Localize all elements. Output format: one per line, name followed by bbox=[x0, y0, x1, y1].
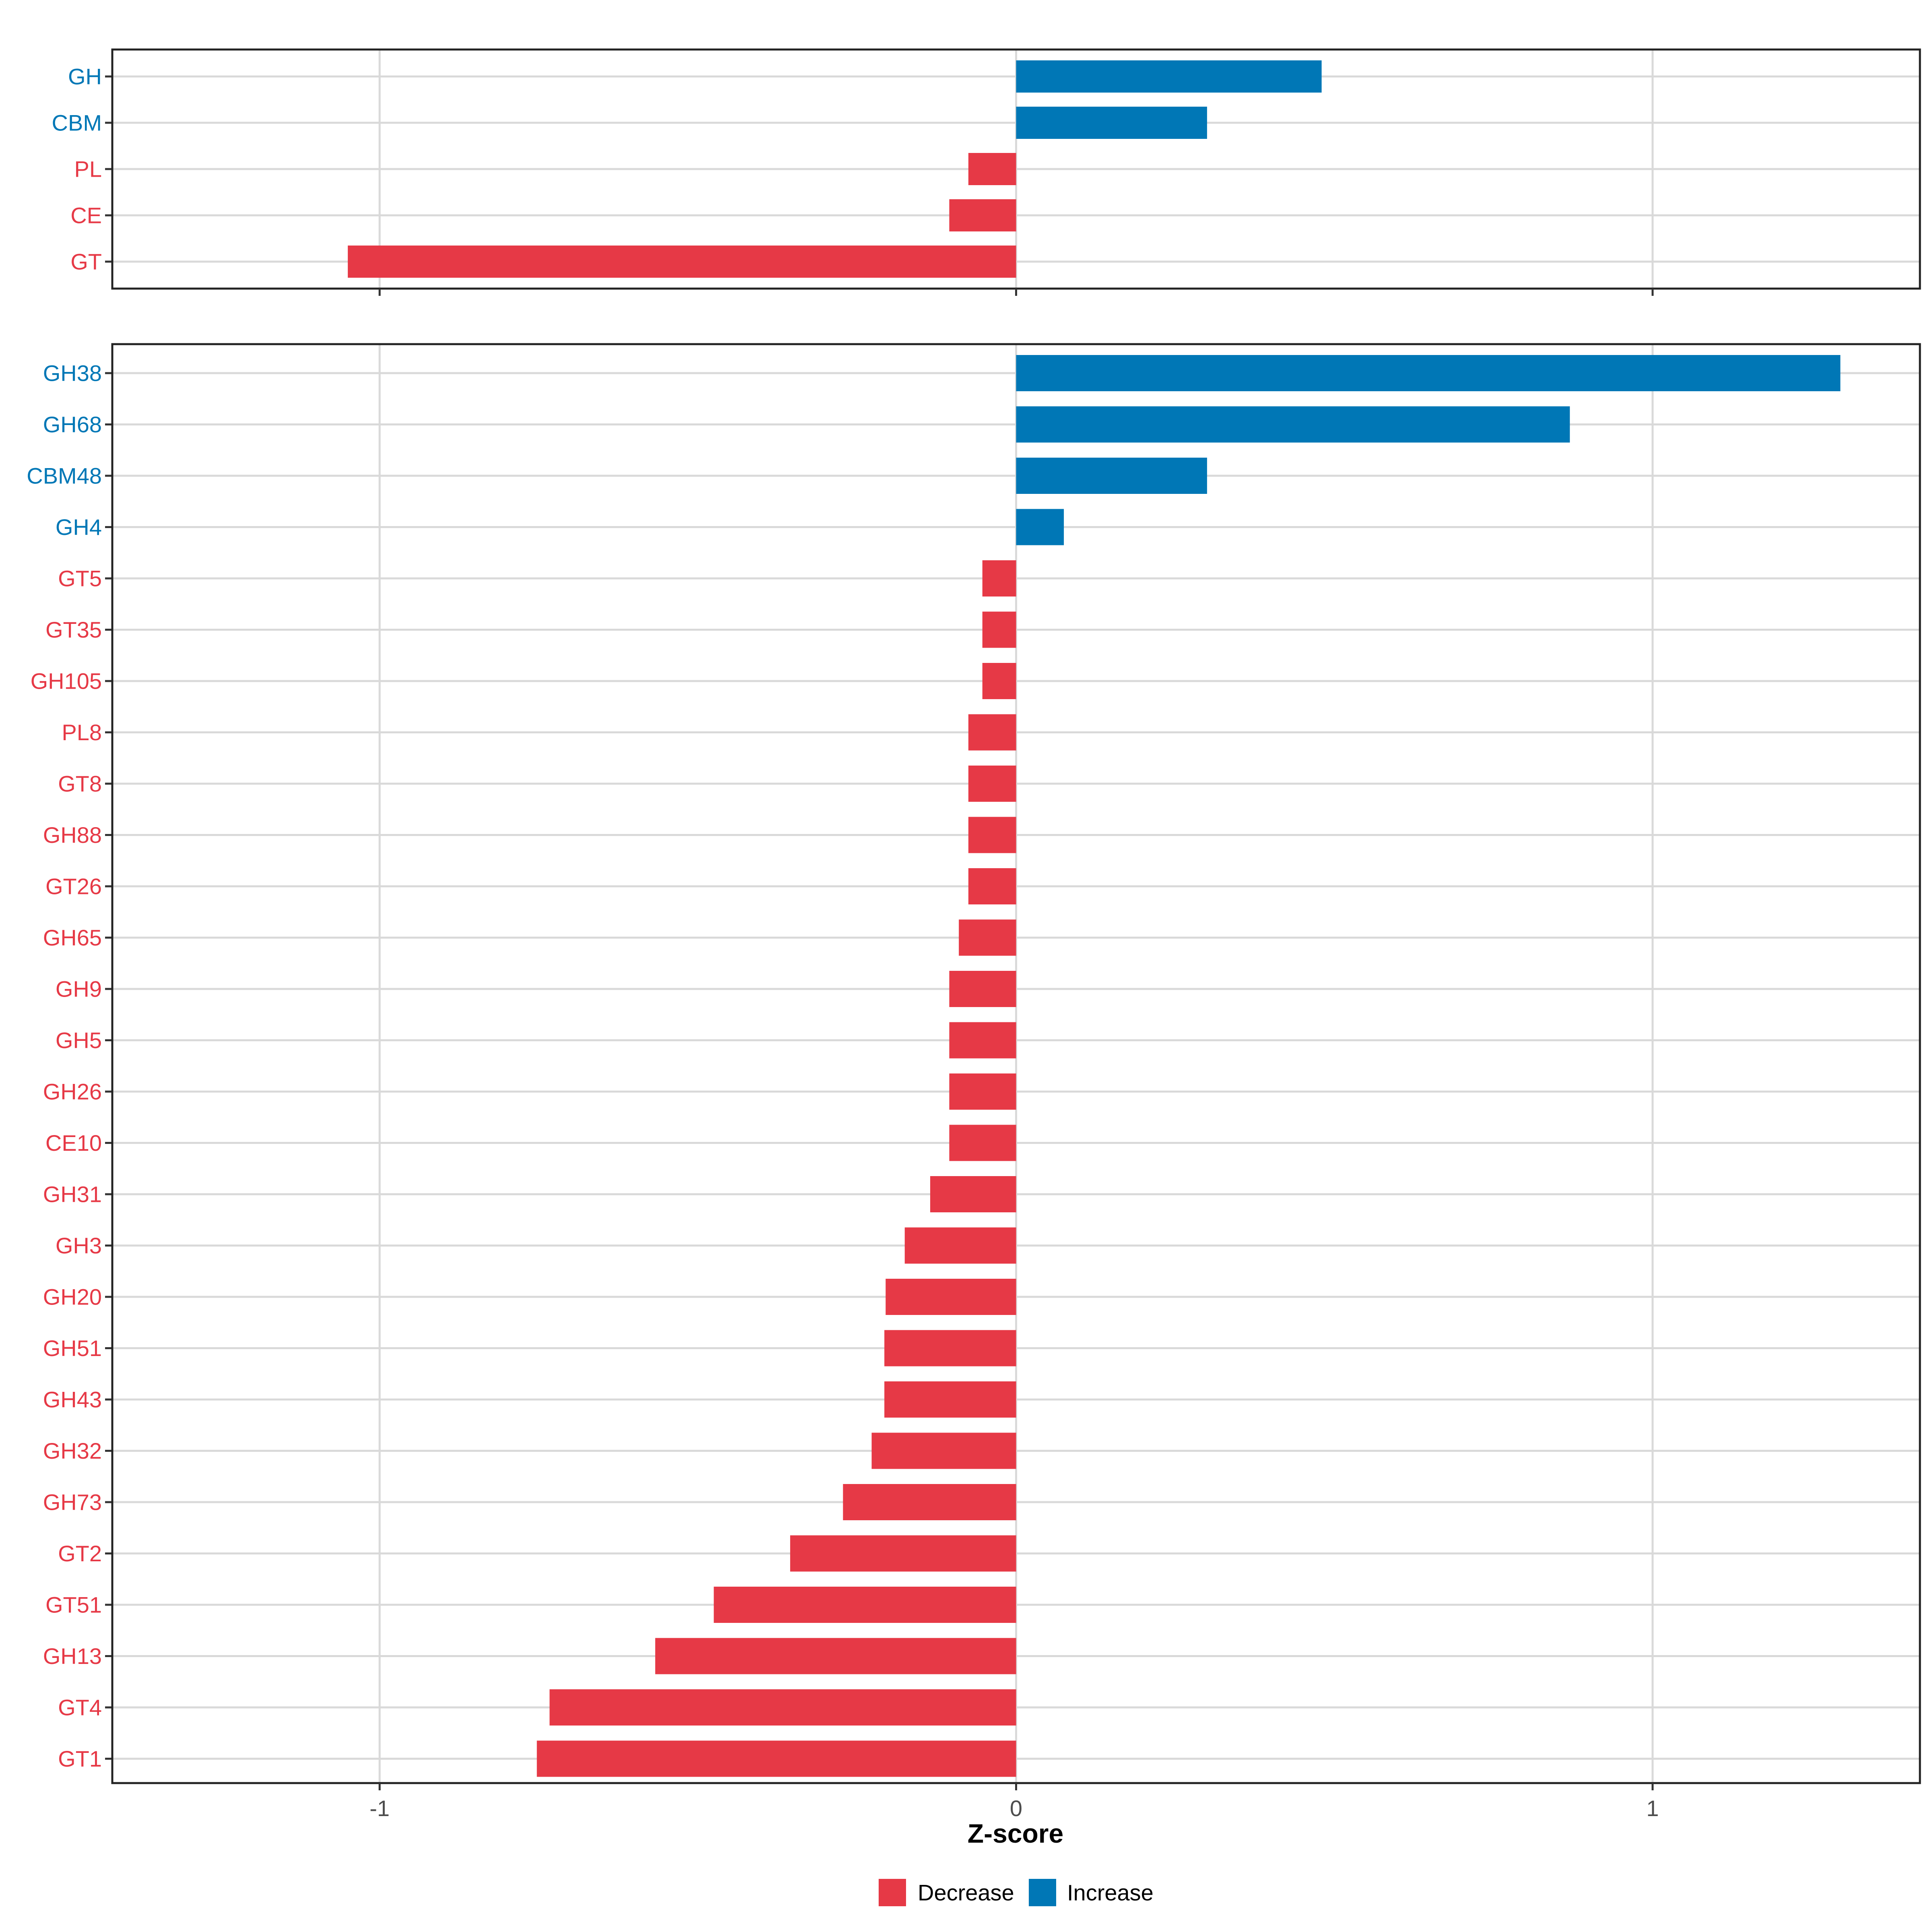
x-tick-label: 1 bbox=[1646, 1796, 1659, 1821]
y-tick-label-gh43: GH43 bbox=[43, 1387, 102, 1412]
y-tick-label-gt4: GT4 bbox=[58, 1695, 102, 1720]
bar-gh88 bbox=[968, 817, 1016, 853]
bar-gh13 bbox=[655, 1638, 1016, 1674]
legend-label-increase: Increase bbox=[1067, 1880, 1154, 1905]
y-tick-label-gh20: GH20 bbox=[43, 1284, 102, 1310]
bar-ce10 bbox=[949, 1125, 1016, 1161]
y-tick-label-gh73: GH73 bbox=[43, 1490, 102, 1515]
legend-swatch-decrease bbox=[879, 1879, 906, 1906]
x-axis-title: Z-score bbox=[968, 1818, 1063, 1848]
y-tick-label-gh26: GH26 bbox=[43, 1079, 102, 1104]
y-tick-label-gh: GH bbox=[68, 64, 102, 89]
y-tick-label-gh68: GH68 bbox=[43, 412, 102, 437]
y-tick-label-gh5: GH5 bbox=[56, 1028, 102, 1053]
bar-cbm bbox=[1016, 107, 1207, 139]
y-tick-label-gt: GT bbox=[70, 249, 102, 275]
y-tick-label-gh9: GH9 bbox=[56, 976, 102, 1002]
y-tick-label-gt26: GT26 bbox=[45, 874, 102, 899]
y-tick-label-pl: PL bbox=[74, 157, 102, 182]
bar-gt4 bbox=[549, 1689, 1016, 1726]
bar-gh3 bbox=[904, 1227, 1016, 1264]
bar-gh5 bbox=[949, 1022, 1016, 1059]
legend: Decrease Increase bbox=[879, 1879, 1154, 1906]
y-tick-label-cbm: CBM bbox=[52, 110, 102, 136]
bar-gt51 bbox=[714, 1587, 1016, 1623]
y-tick-label-gh4: GH4 bbox=[56, 514, 102, 540]
legend-label-decrease: Decrease bbox=[918, 1880, 1014, 1905]
bar-gh32 bbox=[871, 1432, 1016, 1469]
y-tick-label-gt35: GT35 bbox=[45, 617, 102, 642]
bar-gt2 bbox=[790, 1535, 1016, 1572]
bar-cbm48 bbox=[1016, 458, 1207, 494]
bar-gh105 bbox=[982, 663, 1016, 699]
bar-gh73 bbox=[843, 1484, 1016, 1520]
y-tick-label-gh31: GH31 bbox=[43, 1182, 102, 1207]
bar-gh4 bbox=[1016, 509, 1064, 545]
y-tick-label-gh105: GH105 bbox=[31, 669, 102, 694]
bar-gt26 bbox=[968, 868, 1016, 904]
bar-gh43 bbox=[884, 1381, 1016, 1418]
bar-gh bbox=[1016, 60, 1322, 93]
y-tick-label-ce10: CE10 bbox=[45, 1130, 102, 1156]
bottom-panel: GH38 GH68 CBM48 GH4 GT5 GT35 GH105 PL8 GT8 GH88 GT… bbox=[27, 343, 1921, 1821]
y-tick-label-pl8: PL8 bbox=[62, 720, 102, 745]
y-tick-label-gt5: GT5 bbox=[58, 566, 102, 591]
y-tick-label-cbm48: CBM48 bbox=[27, 463, 102, 489]
legend-swatch-increase bbox=[1029, 1879, 1056, 1906]
y-tick-label-gh3: GH3 bbox=[56, 1233, 102, 1258]
bar-gh9 bbox=[949, 971, 1016, 1007]
bar-gh20 bbox=[886, 1279, 1016, 1315]
y-tick-label-ce: CE bbox=[70, 203, 102, 228]
bar-gt5 bbox=[982, 560, 1016, 597]
bar-pl8 bbox=[968, 714, 1016, 751]
top-panel: GH CBM PL CE GT bbox=[52, 48, 1921, 296]
y-tick-label-gt8: GT8 bbox=[58, 771, 102, 797]
y-tick-label-gh51: GH51 bbox=[43, 1335, 102, 1361]
bar-gh65 bbox=[959, 919, 1016, 956]
bar-gh38 bbox=[1016, 355, 1841, 391]
bar-gh26 bbox=[949, 1073, 1016, 1110]
y-tick-label-gh38: GH38 bbox=[43, 361, 102, 386]
bar-pl bbox=[968, 153, 1016, 185]
bar-ce bbox=[949, 199, 1016, 231]
bar-gt8 bbox=[968, 766, 1016, 802]
y-tick-label-gt1: GT1 bbox=[58, 1746, 102, 1771]
bar-gh51 bbox=[884, 1330, 1016, 1366]
x-tick-label: 0 bbox=[1010, 1796, 1022, 1821]
x-tick-label: -1 bbox=[369, 1796, 390, 1821]
y-tick-label-gh65: GH65 bbox=[43, 925, 102, 950]
bar-gt35 bbox=[982, 611, 1016, 648]
bar-gt1 bbox=[537, 1740, 1016, 1777]
bar-gh68 bbox=[1016, 406, 1570, 443]
bar-gh31 bbox=[930, 1176, 1016, 1212]
y-tick-label-gh13: GH13 bbox=[43, 1643, 102, 1669]
y-tick-label-gh88: GH88 bbox=[43, 822, 102, 848]
y-tick-label-gt2: GT2 bbox=[58, 1541, 102, 1566]
y-tick-label-gh32: GH32 bbox=[43, 1438, 102, 1463]
bar-gt bbox=[348, 246, 1016, 278]
y-tick-label-gt51: GT51 bbox=[45, 1592, 102, 1618]
